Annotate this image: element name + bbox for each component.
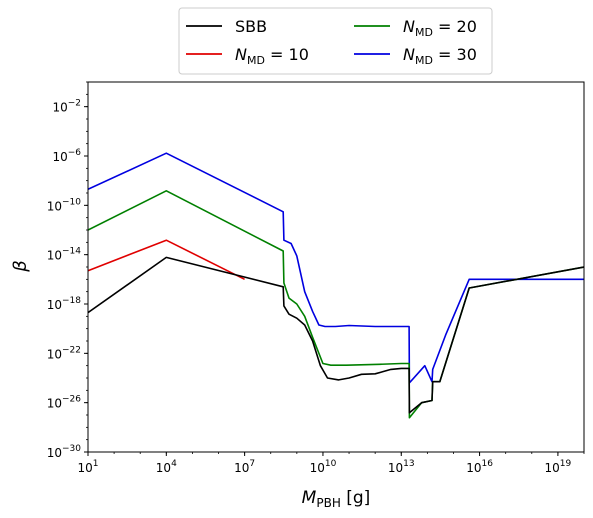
y-tick-label: 10−26 [47,395,82,411]
x-tick-label: 107 [234,459,255,475]
y-tick-label: 10−22 [47,345,81,361]
y-tick-label: 10−2 [52,99,81,115]
legend-entry-nmd20: NMD = 20 [354,17,477,39]
y-axis-ticks: 10−30 10−26 10−22 10−18 10−14 10−10 10−6 10−2 [47,81,88,460]
legend-label-nmd30: NMD = 30 [403,45,477,67]
legend-label-nmd10: NMD = 10 [235,45,309,67]
x-tick-label: 1010 [310,459,337,475]
y-tick-label: 10−10 [47,197,82,213]
x-axis-ticks: 101 104 107 1010 1013 1016 1019 [77,452,585,475]
series-line-sbb [88,256,584,414]
series-line-n-md-30 [88,152,584,384]
y-axis-label: β [10,260,31,273]
y-tick-label: 10−6 [52,148,81,164]
x-tick-label: 101 [77,459,98,475]
x-axis-label: MPBH [g] [302,488,371,510]
legend-label-nmd20: NMD = 20 [403,17,477,39]
legend-entry-nmd10: NMD = 10 [186,45,309,67]
series-layer [88,152,584,419]
legend-frame [178,7,493,75]
plot-area [88,82,584,452]
legend: SBB NMD = 10 NMD = 20 NMD = 30 [178,7,493,75]
legend-entry-nmd30: NMD = 30 [354,45,477,67]
y-tick-label: 10−18 [47,296,82,312]
legend-entry-sbb: SBB [186,17,267,36]
x-tick-label: 1013 [388,459,415,475]
legend-label-sbb: SBB [235,17,267,36]
x-tick-label: 1016 [466,459,493,475]
series-line-n-md-10 [88,239,245,281]
x-tick-label: 104 [156,459,177,475]
y-tick-label: 10−30 [47,444,82,460]
x-tick-label: 1019 [545,459,572,475]
y-tick-label: 10−14 [47,247,82,263]
